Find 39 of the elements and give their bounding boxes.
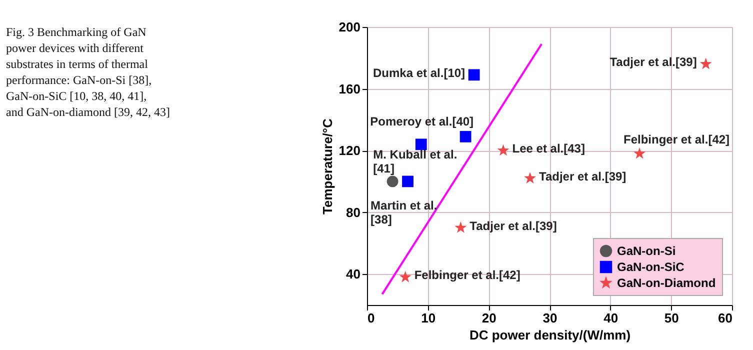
- legend-label: GaN-on-Diamond: [617, 276, 716, 290]
- point: [460, 130, 472, 142]
- point: [386, 176, 398, 188]
- annotation: Tadjer et al.[39]: [539, 169, 626, 184]
- caption: Fig. 3 Benchmarking of GaN power devices with different substrates in terms of thermal performance: GaN-on-Si [38], GaN-on-SiC [10, 38, 40, 41], and GaN-on-diamond [39, 42, 43]: [6, 25, 170, 119]
- y-tick-label: 160: [338, 81, 360, 96]
- annotation: Martin et al. [38]: [370, 198, 438, 226]
- x-tick-label: 60: [718, 310, 732, 326]
- annotation: Felbinger et al.[42]: [414, 268, 520, 282]
- x-tick-label: 40: [604, 310, 618, 326]
- point: [700, 58, 712, 70]
- y-tick-label: 80: [346, 204, 360, 220]
- annotation: Lee et al.[43]: [512, 142, 585, 156]
- point: [468, 69, 480, 81]
- point: [497, 144, 510, 156]
- point: [415, 138, 427, 150]
- point: [524, 172, 536, 184]
- annotation: Tadjer et al.[39]: [470, 218, 557, 233]
- annotation: M. Kuball et al. [41]: [373, 147, 458, 176]
- point: [399, 270, 412, 282]
- y-tick-label: 120: [338, 143, 360, 158]
- annotation: Tadjer et al.[39]: [610, 55, 697, 70]
- annotation: Pomeroy et al.[40]: [370, 114, 474, 129]
- x-tick-label: 20: [482, 310, 496, 326]
- legend-label: GaN-on-SiC: [617, 260, 685, 274]
- legend-label: GaN-on-Si: [617, 244, 676, 258]
- annotation: Felbinger et al.[42]: [624, 132, 730, 147]
- x-tick-label: 0: [368, 310, 375, 326]
- x-axis-title: DC power density/(W/mm): [469, 328, 631, 342]
- y-tick-label: 200: [338, 20, 360, 34]
- point: [634, 147, 646, 159]
- annotation: Dumka et al.[10]: [373, 66, 466, 80]
- x-tick-label: 30: [542, 310, 558, 326]
- point: [402, 176, 414, 188]
- y-axis-title: Temperature/°C: [320, 118, 335, 214]
- x-tick-label: 10: [421, 310, 436, 326]
- point: [454, 222, 467, 233]
- x-tick-label: 50: [664, 310, 679, 326]
- y-tick-label: 40: [346, 266, 360, 282]
